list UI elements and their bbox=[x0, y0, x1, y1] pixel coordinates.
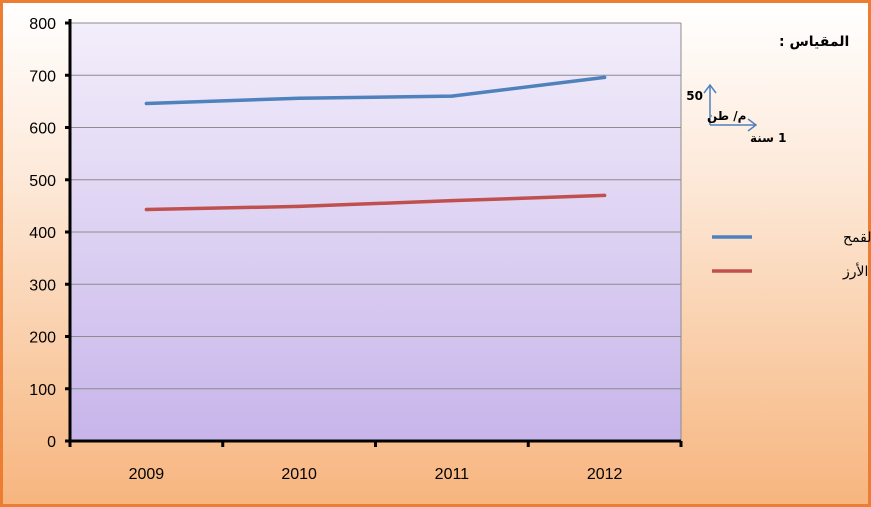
legend-label-1: استهلاك الأرز bbox=[842, 262, 871, 280]
y-tick-label: 500 bbox=[29, 173, 56, 190]
data-point bbox=[602, 193, 607, 198]
scale-key-x-label: 1 سنة bbox=[750, 131, 787, 145]
x-tick-label: 2010 bbox=[281, 466, 317, 483]
y-tick-label: 0 bbox=[47, 434, 56, 451]
legend: استهلاك القمح استهلاك الأرز bbox=[712, 230, 871, 280]
y-tick-labels: 0 100 200 300 400 500 600 700 800 bbox=[29, 16, 56, 451]
scale-key-y-arrowhead-icon bbox=[703, 83, 717, 94]
scale-key-y-unit: م/ طن bbox=[707, 109, 746, 124]
data-point bbox=[602, 75, 607, 80]
y-tick-label: 600 bbox=[29, 121, 56, 138]
data-point bbox=[297, 204, 301, 209]
y-tick-label: 300 bbox=[29, 277, 56, 294]
y-tick-label: 100 bbox=[29, 382, 56, 399]
y-tick-label: 700 bbox=[29, 68, 56, 85]
scale-key-y-value: 50 bbox=[686, 89, 703, 103]
gridlines bbox=[70, 22, 682, 441]
x-tick-label: 2012 bbox=[587, 466, 623, 483]
y-tick-label: 400 bbox=[29, 225, 56, 242]
data-point bbox=[144, 207, 149, 212]
scale-key-x-arrowhead-icon bbox=[747, 118, 758, 132]
data-point bbox=[450, 198, 454, 203]
x-tick-label: 2009 bbox=[129, 466, 165, 483]
scale-key-title: المقياس : bbox=[779, 34, 849, 50]
series-line-0 bbox=[146, 75, 605, 106]
scale-key: المقياس : 50 م/ طن 1 سنة bbox=[686, 34, 849, 145]
series-lines bbox=[144, 75, 607, 212]
y-tick-label: 800 bbox=[29, 16, 56, 33]
x-tick-labels: 2009 2010 2011 2012 bbox=[129, 466, 623, 483]
data-point bbox=[144, 101, 149, 106]
x-tick-label: 2011 bbox=[435, 466, 470, 483]
series-line-1 bbox=[146, 193, 605, 212]
axes bbox=[65, 19, 683, 447]
data-point bbox=[450, 94, 454, 98]
y-tick-label: 200 bbox=[29, 330, 56, 347]
data-point bbox=[297, 96, 301, 100]
legend-label-0: استهلاك القمح bbox=[843, 230, 871, 246]
